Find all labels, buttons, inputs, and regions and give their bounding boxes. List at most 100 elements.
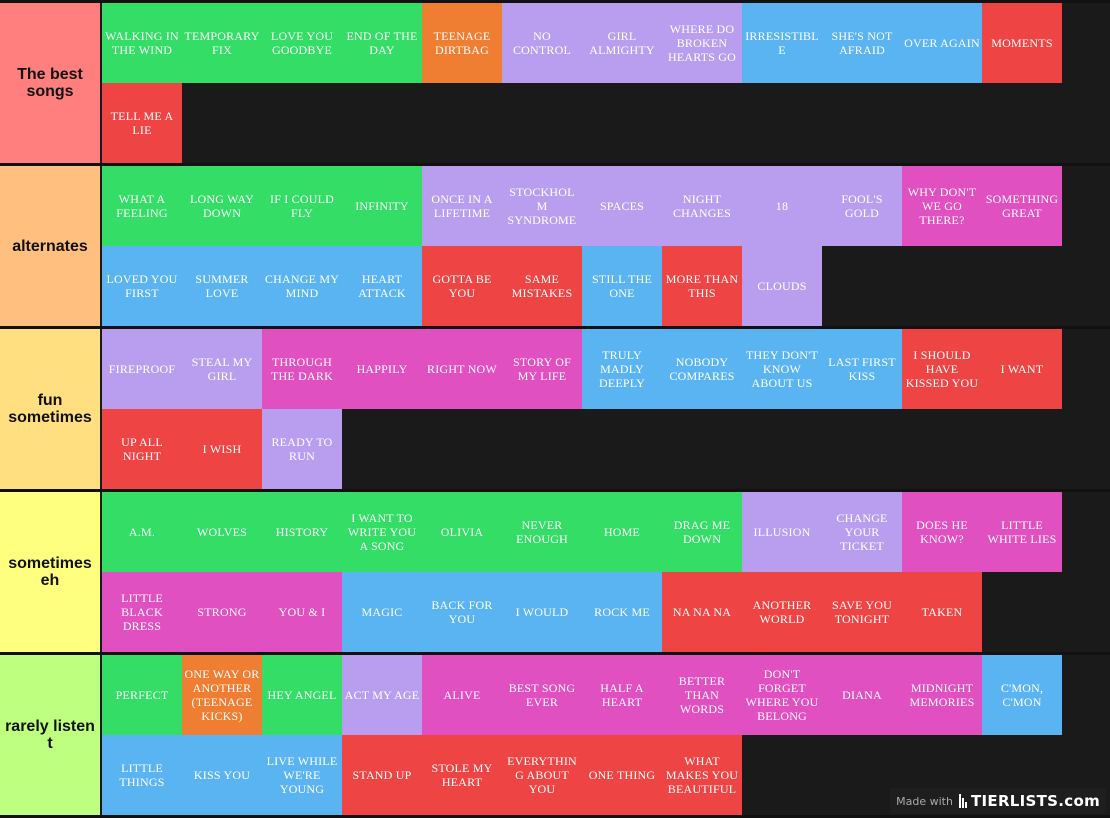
song-card[interactable]: CLOUDS bbox=[742, 246, 822, 326]
song-card[interactable]: LONG WAY DOWN bbox=[182, 166, 262, 246]
song-card[interactable]: WOLVES bbox=[182, 492, 262, 572]
song-card[interactable]: STOCKHOLM SYNDROME bbox=[502, 166, 582, 246]
song-card[interactable]: TEMPORARY FIX bbox=[182, 3, 262, 83]
song-card[interactable]: ILLUSION bbox=[742, 492, 822, 572]
song-card[interactable]: MORE THAN THIS bbox=[662, 246, 742, 326]
song-card[interactable]: ANOTHER WORLD bbox=[742, 572, 822, 652]
song-card[interactable]: DOES HE KNOW? bbox=[902, 492, 982, 572]
song-card[interactable]: IF I COULD FLY bbox=[262, 166, 342, 246]
song-card[interactable]: KISS YOU bbox=[182, 735, 262, 815]
song-card[interactable]: ONE THING bbox=[582, 735, 662, 815]
song-card[interactable]: MAGIC bbox=[342, 572, 422, 652]
song-card[interactable]: LITTLE BLACK DRESS bbox=[102, 572, 182, 652]
song-card[interactable]: SHE'S NOT AFRAID bbox=[822, 3, 902, 83]
song-card[interactable]: ALIVE bbox=[422, 655, 502, 735]
song-card[interactable]: TELL ME A LIE bbox=[102, 83, 182, 163]
song-card[interactable]: HEART ATTACK bbox=[342, 246, 422, 326]
song-card[interactable]: STORY OF MY LIFE bbox=[502, 329, 582, 409]
song-card[interactable]: STEAL MY GIRL bbox=[182, 329, 262, 409]
song-card[interactable]: RIGHT NOW bbox=[422, 329, 502, 409]
song-card[interactable]: FOOL'S GOLD bbox=[822, 166, 902, 246]
song-card[interactable]: LAST FIRST KISS bbox=[822, 329, 902, 409]
song-card[interactable]: I WANT bbox=[982, 329, 1062, 409]
song-card[interactable]: BETTER THAN WORDS bbox=[662, 655, 742, 735]
song-card[interactable]: ACT MY AGE bbox=[342, 655, 422, 735]
song-card[interactable]: MOMENTS bbox=[982, 3, 1062, 83]
song-card[interactable]: MIDNIGHT MEMORIES bbox=[902, 655, 982, 735]
tier-label[interactable]: sometimes eh bbox=[0, 492, 100, 652]
song-card[interactable]: ONCE IN A LIFETIME bbox=[422, 166, 502, 246]
song-card[interactable]: YOU & I bbox=[262, 572, 342, 652]
song-card[interactable]: WHAT A FEELING bbox=[102, 166, 182, 246]
song-card[interactable]: CHANGE MY MIND bbox=[262, 246, 342, 326]
watermark[interactable]: Made with TIERLISTS.com bbox=[890, 788, 1106, 814]
song-card[interactable]: A.M. bbox=[102, 492, 182, 572]
song-card[interactable]: UP ALL NIGHT bbox=[102, 409, 182, 489]
song-card[interactable]: C'MON, C'MON bbox=[982, 655, 1062, 735]
song-card[interactable]: STRONG bbox=[182, 572, 262, 652]
song-card[interactable]: HOME bbox=[582, 492, 662, 572]
song-card[interactable]: GOTTA BE YOU bbox=[422, 246, 502, 326]
song-card[interactable]: OVER AGAIN bbox=[902, 3, 982, 83]
song-card[interactable]: I WISH bbox=[182, 409, 262, 489]
tier-label[interactable]: rarely listen t bbox=[0, 655, 100, 815]
song-card[interactable]: STILL THE ONE bbox=[582, 246, 662, 326]
song-card[interactable]: BEST SONG EVER bbox=[502, 655, 582, 735]
song-card[interactable]: I SHOULD HAVE KISSED YOU bbox=[902, 329, 982, 409]
tier-items: FIREPROOF STEAL MY GIRL THROUGH THE DARK HA… bbox=[102, 329, 1062, 489]
song-card[interactable]: I WOULD bbox=[502, 572, 582, 652]
song-card[interactable]: STOLE MY HEART bbox=[422, 735, 502, 815]
song-card[interactable]: GIRL ALMIGHTY bbox=[582, 3, 662, 83]
song-card[interactable]: NIGHT CHANGES bbox=[662, 166, 742, 246]
tier-row: rarely listen t PERFECT ONE WAY OR ANOTHER… bbox=[0, 655, 1110, 815]
song-card[interactable]: BACK FOR YOU bbox=[422, 572, 502, 652]
song-card[interactable]: INFINITY bbox=[342, 166, 422, 246]
song-card[interactable]: THEY DON'T KNOW ABOUT US bbox=[742, 329, 822, 409]
song-card[interactable]: SUMMER LOVE bbox=[182, 246, 262, 326]
song-card[interactable]: SAVE YOU TONIGHT bbox=[822, 572, 902, 652]
song-card[interactable]: EVERYTHING ABOUT YOU bbox=[502, 735, 582, 815]
song-card[interactable]: TAKEN bbox=[902, 572, 982, 652]
song-card[interactable]: ONE WAY OR ANOTHER (TEENAGE KICKS) bbox=[182, 655, 262, 735]
song-card[interactable]: NEVER ENOUGH bbox=[502, 492, 582, 572]
song-card[interactable]: 18 bbox=[742, 166, 822, 246]
tier-label[interactable]: fun sometimes bbox=[0, 329, 100, 489]
song-card[interactable]: STAND UP bbox=[342, 735, 422, 815]
song-card[interactable]: DON'T FORGET WHERE YOU BELONG bbox=[742, 655, 822, 735]
song-card[interactable]: SAME MISTAKES bbox=[502, 246, 582, 326]
song-card[interactable]: HISTORY bbox=[262, 492, 342, 572]
song-card[interactable]: ROCK ME bbox=[582, 572, 662, 652]
song-card[interactable]: LIVE WHILE WE'RE YOUNG bbox=[262, 735, 342, 815]
song-card[interactable]: FIREPROOF bbox=[102, 329, 182, 409]
song-card[interactable]: HALF A HEART bbox=[582, 655, 662, 735]
tier-label[interactable]: alternates bbox=[0, 166, 100, 326]
song-card[interactable]: I WANT TO WRITE YOU A SONG bbox=[342, 492, 422, 572]
song-card[interactable]: WHERE DO BROKEN HEARTS GO bbox=[662, 3, 742, 83]
song-card[interactable]: THROUGH THE DARK bbox=[262, 329, 342, 409]
song-card[interactable]: LITTLE THINGS bbox=[102, 735, 182, 815]
song-card[interactable]: LITTLE WHITE LIES bbox=[982, 492, 1062, 572]
song-card[interactable]: NOBODY COMPARES bbox=[662, 329, 742, 409]
song-card[interactable]: HEY ANGEL bbox=[262, 655, 342, 735]
song-card[interactable]: WALKING IN THE WIND bbox=[102, 3, 182, 83]
song-card[interactable]: TRULY MADLY DEEPLY bbox=[582, 329, 662, 409]
song-card[interactable]: WHY DON'T WE GO THERE? bbox=[902, 166, 982, 246]
song-card[interactable]: HAPPILY bbox=[342, 329, 422, 409]
song-card[interactable]: OLIVIA bbox=[422, 492, 502, 572]
song-card[interactable]: SPACES bbox=[582, 166, 662, 246]
song-card[interactable]: READY TO RUN bbox=[262, 409, 342, 489]
song-card[interactable]: DIANA bbox=[822, 655, 902, 735]
song-card[interactable]: LOVE YOU GOODBYE bbox=[262, 3, 342, 83]
song-card[interactable]: IRRESISTIBLE bbox=[742, 3, 822, 83]
song-card[interactable]: DRAG ME DOWN bbox=[662, 492, 742, 572]
song-card[interactable]: END OF THE DAY bbox=[342, 3, 422, 83]
song-card[interactable]: WHAT MAKES YOU BEAUTIFUL bbox=[662, 735, 742, 815]
song-card[interactable]: PERFECT bbox=[102, 655, 182, 735]
song-card[interactable]: NO CONTROL bbox=[502, 3, 582, 83]
tier-label[interactable]: The best songs bbox=[0, 3, 100, 163]
song-card[interactable]: SOMETHING GREAT bbox=[982, 166, 1062, 246]
song-card[interactable]: NA NA NA bbox=[662, 572, 742, 652]
song-card[interactable]: CHANGE YOUR TICKET bbox=[822, 492, 902, 572]
song-card[interactable]: TEENAGE DIRTBAG bbox=[422, 3, 502, 83]
song-card[interactable]: LOVED YOU FIRST bbox=[102, 246, 182, 326]
